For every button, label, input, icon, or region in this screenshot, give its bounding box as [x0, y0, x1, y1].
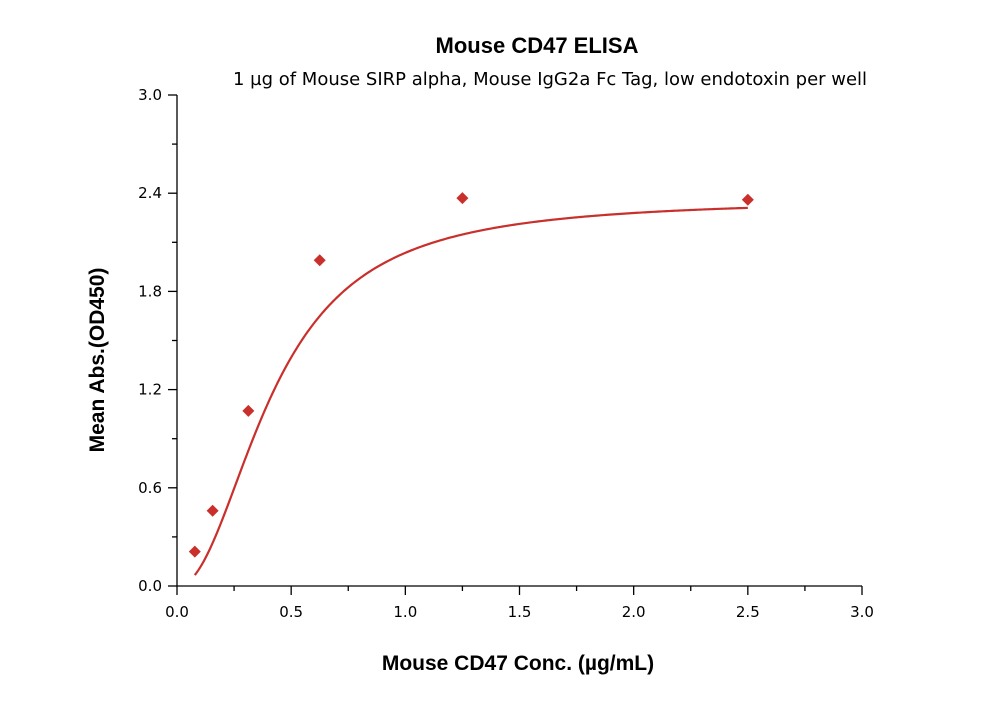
x-axis-title: Mouse CD47 Conc. (µg/mL) — [382, 652, 654, 675]
data-point — [456, 192, 469, 205]
data-point — [188, 545, 201, 558]
y-tick-label: 3.0 — [138, 86, 162, 104]
x-tick-label: 0.0 — [165, 603, 189, 621]
chart-title: Mouse CD47 ELISA — [436, 33, 639, 58]
x-tick-label: 0.5 — [279, 603, 303, 621]
x-tick-label: 2.0 — [622, 603, 646, 621]
y-tick-label: 0.0 — [138, 577, 162, 595]
data-point — [242, 404, 255, 417]
y-tick-label: 1.2 — [138, 381, 162, 399]
fit-curve — [193, 206, 748, 576]
x-tick-label: 2.5 — [736, 603, 760, 621]
fit-curve-group — [193, 206, 748, 576]
x-tick-label: 3.0 — [850, 603, 874, 621]
x-tick-label: 1.0 — [393, 603, 417, 621]
x-tick-label: 1.5 — [508, 603, 532, 621]
data-points-group — [188, 192, 754, 558]
data-point — [741, 193, 754, 206]
y-tick-label: 2.4 — [138, 184, 162, 202]
data-point — [206, 504, 219, 517]
chart-subtitle: 1 µg of Mouse SIRP alpha, Mouse IgG2a Fc… — [233, 69, 867, 90]
y-tick-label: 0.6 — [138, 479, 162, 497]
y-axis-title: Mean Abs.(OD450) — [86, 268, 109, 453]
y-tick-label: 1.8 — [138, 282, 162, 300]
data-point — [313, 254, 326, 267]
axis-ticks-group: 0.0 0.5 1.0 1.5 2.0 2.5 3.0 0.0 0.6 1.2 1.8 2.4 3.0 — [138, 86, 874, 621]
